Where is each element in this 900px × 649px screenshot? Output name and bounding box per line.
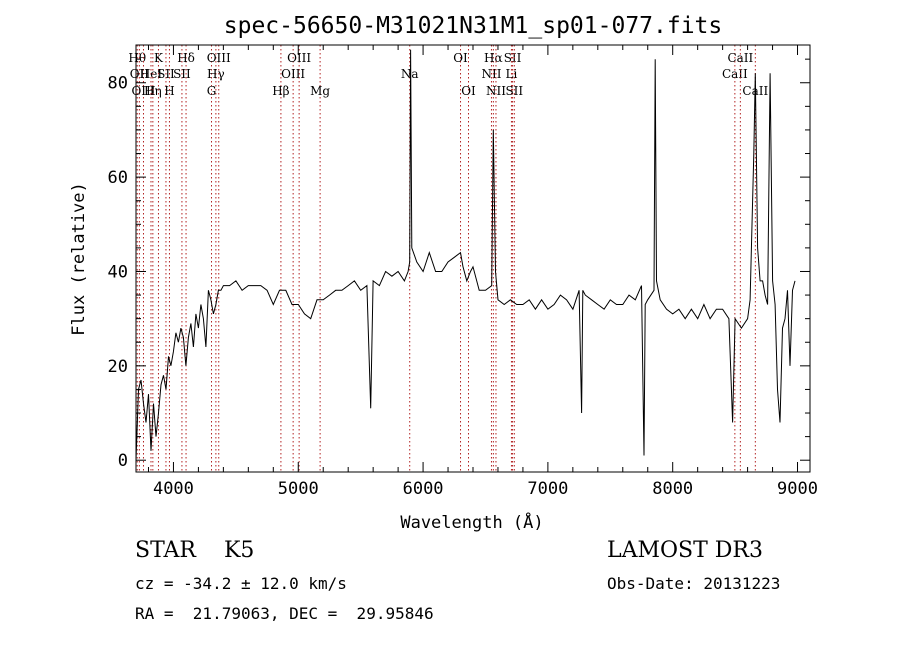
y-tick-label: 20 — [108, 357, 128, 377]
survey-label: LAMOST DR3 — [607, 538, 763, 563]
line-marker-label: SII — [173, 67, 191, 81]
line-marker-label: Hβ — [272, 84, 289, 98]
line-marker-label: OIII — [131, 84, 155, 98]
y-tick-label: 60 — [108, 168, 128, 188]
line-marker-label: Hθ — [128, 51, 146, 65]
chart-title: spec-56650-M31021N31M1_sp01-077.fits — [224, 13, 723, 39]
line-marker-label: K — [154, 51, 164, 65]
tick-labels: 4000 5000 6000 7000 8000 9000 0 20 40 60 80 — [108, 74, 818, 499]
line-marker-label: HeI — [140, 67, 163, 81]
x-tick-label: 4000 — [153, 479, 194, 499]
line-marker-label: Mg — [310, 84, 330, 98]
line-marker-label: SII — [157, 67, 175, 81]
star-type-label: STAR K5 — [135, 538, 255, 563]
line-marker-label: OI — [453, 51, 468, 65]
line-marker-label: SII — [505, 84, 523, 98]
line-marker-label: OIII — [281, 67, 305, 81]
x-tick-label: 9000 — [777, 479, 818, 499]
x-axis-label: Wavelength (Å) — [400, 511, 543, 533]
line-marker-label: OII — [130, 67, 150, 81]
coordinates-label: RA = 21.79063, DEC = 29.95846 — [135, 604, 434, 623]
x-tick-label: 8000 — [652, 479, 693, 499]
line-marker-label: Hδ — [177, 51, 195, 65]
y-tick-label: 40 — [108, 262, 128, 282]
line-marker-label: OIII — [207, 51, 231, 65]
plot-axes — [135, 44, 811, 473]
line-marker-label: OIII — [287, 51, 311, 65]
line-marker-label: CaII — [722, 67, 748, 81]
line-marker-label: H — [164, 84, 174, 98]
line-marker-label: OI — [461, 84, 476, 98]
plot-frame — [135, 44, 811, 473]
y-axis-label: Flux (relative) — [69, 182, 89, 336]
line-marker-label: CaII — [727, 51, 753, 65]
line-marker-label: Li — [506, 67, 518, 81]
x-tick-label: 7000 — [527, 479, 568, 499]
obs-date-label: Obs-Date: 20131223 — [607, 574, 781, 593]
line-marker-label: SII — [504, 51, 522, 65]
redshift-label: cz = -34.2 ± 12.0 km/s — [135, 574, 347, 593]
y-tick-label: 0 — [118, 451, 128, 471]
line-marker-label: Hη — [144, 84, 162, 98]
line-marker-label: NII — [481, 67, 501, 81]
y-tick-label: 80 — [108, 74, 128, 94]
line-marker-label: Hα — [484, 51, 503, 65]
line-marker-label: G — [207, 84, 217, 98]
spectrum-line — [135, 49, 796, 461]
x-tick-label: 6000 — [403, 479, 444, 499]
x-tick-label: 5000 — [278, 479, 319, 499]
line-marker-label: NII — [486, 84, 506, 98]
spectral-line-markers: HθOIIOIIIHeIHηKSIIHHδSIIGHγOIIIHβOIIIOII… — [128, 45, 768, 472]
line-marker-label: Na — [401, 67, 419, 81]
line-marker-label: Hγ — [207, 67, 225, 81]
